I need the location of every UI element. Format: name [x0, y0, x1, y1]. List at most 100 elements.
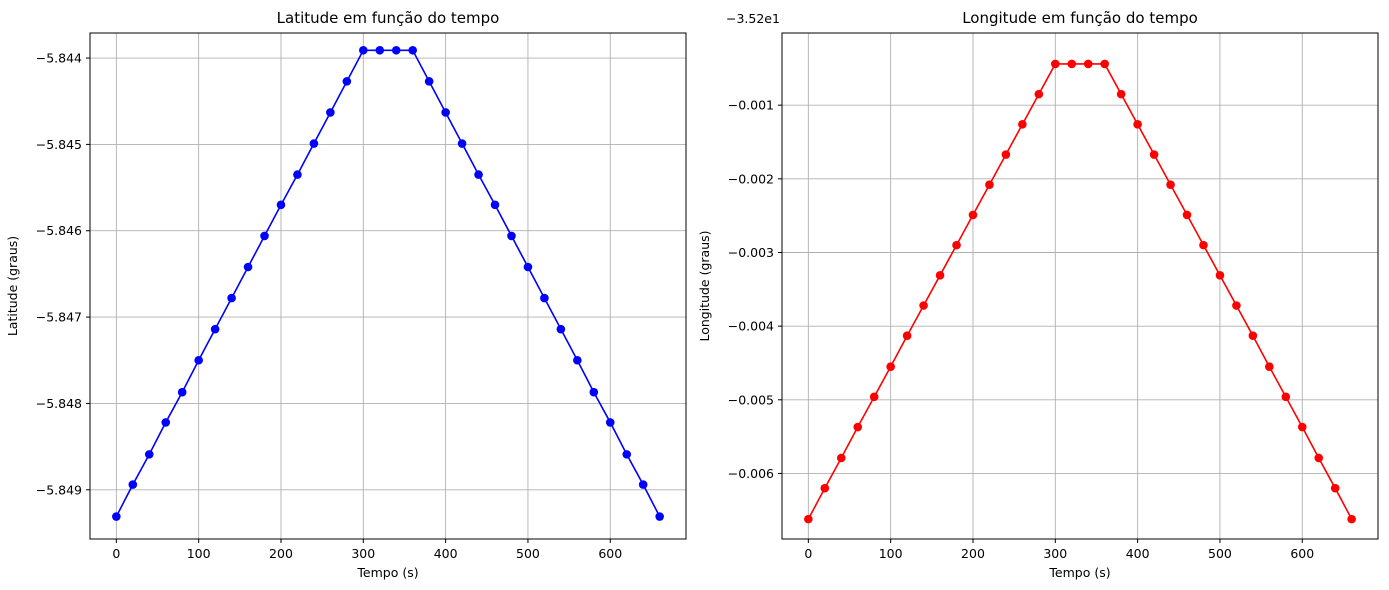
longitude-data-point	[836, 453, 846, 463]
latitude-data-point	[128, 480, 138, 489]
longitude-data-point	[1018, 120, 1027, 129]
longitude-data-point	[968, 210, 978, 220]
longitude-data-point	[985, 180, 994, 190]
latitude-data-point	[326, 108, 335, 117]
longitude-data-point	[820, 483, 830, 493]
latitude-data-point	[227, 293, 236, 303]
latitude-data-point	[177, 387, 187, 397]
latitude-data-point	[490, 200, 500, 210]
latitude-data-point	[408, 45, 417, 55]
longitude-y-tick-label: −0.003	[728, 245, 774, 260]
latitude-data-point	[243, 262, 253, 272]
latitude-series	[112, 45, 664, 521]
longitude-y-tick-label: −0.006	[728, 466, 774, 481]
longitude-data-point	[952, 240, 961, 250]
latitude-y-tick-label: −5.845	[36, 137, 82, 152]
longitude-data-point	[804, 514, 813, 524]
longitude-data-point	[1265, 362, 1274, 371]
latitude-data-point	[342, 77, 352, 86]
longitude-data-point	[1133, 120, 1142, 129]
longitude-data-point	[1232, 301, 1241, 310]
longitude-series-line	[807, 63, 1353, 520]
latitude-data-point	[210, 324, 220, 334]
longitude-data-point	[1083, 59, 1093, 69]
latitude-series-line	[115, 49, 661, 517]
latitude-data-point	[276, 200, 286, 210]
latitude-data-point	[573, 355, 582, 365]
longitude-data-point	[1330, 483, 1340, 493]
longitude-series	[804, 59, 1356, 524]
longitude-plot-frame	[781, 32, 1379, 540]
longitude-data-point	[1116, 89, 1126, 99]
latitude-data-point	[161, 418, 171, 427]
latitude-data-point	[638, 480, 648, 489]
latitude-chart: 0 100 200 300 400 500 600 −5.849 −5.848 −5.847 −5.…	[5, 9, 687, 580]
longitude-grid	[782, 33, 1378, 539]
longitude-data-point	[1314, 453, 1324, 463]
longitude-data-point	[869, 392, 879, 402]
longitude-data-point	[1182, 210, 1192, 220]
longitude-data-point	[1166, 180, 1175, 190]
longitude-x-tick-label: 600	[1290, 546, 1314, 561]
latitude-data-point	[655, 512, 664, 521]
longitude-data-point	[1051, 59, 1060, 69]
latitude-data-point	[622, 450, 632, 459]
longitude-y-tick-label: −0.004	[728, 319, 774, 334]
latitude-x-tick-label: 300	[351, 546, 375, 561]
longitude-ticks: 0 100 200 300 400 500 600 −0.006 −0.005 −0.004 −0.…	[728, 98, 1315, 561]
longitude-y-tick-label: −0.002	[728, 171, 774, 186]
longitude-data-point	[1215, 271, 1225, 280]
latitude-x-tick-label: 600	[598, 546, 622, 561]
longitude-data-point	[935, 271, 945, 280]
latitude-ticks: 0 100 200 300 400 500 600 −5.849 −5.848 −5.847 −5.…	[36, 51, 623, 561]
latitude-data-point	[112, 512, 121, 521]
longitude-data-point	[1199, 240, 1208, 250]
latitude-data-point	[523, 262, 533, 272]
latitude-x-tick-label: 100	[187, 546, 211, 561]
latitude-x-axis-label: Tempo (s)	[356, 565, 418, 580]
longitude-y-offset-label: −3.52e1	[726, 11, 780, 26]
latitude-y-tick-label: −5.849	[36, 482, 82, 497]
latitude-data-point	[309, 139, 319, 148]
latitude-chart-title: Latitude em função do tempo	[277, 9, 500, 27]
longitude-x-tick-label: 200	[961, 546, 985, 561]
longitude-data-point	[1248, 331, 1258, 341]
latitude-data-point	[457, 139, 467, 148]
longitude-data-point	[1347, 514, 1356, 524]
longitude-data-point	[1034, 89, 1044, 99]
latitude-data-point	[540, 293, 549, 303]
latitude-x-tick-label: 200	[269, 546, 293, 561]
longitude-data-point	[902, 331, 912, 341]
latitude-x-tick-label: 500	[516, 546, 540, 561]
longitude-x-tick-label: 300	[1043, 546, 1067, 561]
longitude-data-point	[886, 362, 895, 371]
latitude-plot-frame	[89, 32, 687, 540]
longitude-y-tick-label: −0.001	[728, 98, 774, 113]
latitude-y-tick-label: −5.846	[36, 223, 82, 238]
latitude-data-point	[474, 170, 483, 179]
longitude-data-point	[1281, 392, 1291, 402]
latitude-x-tick-label: 0	[112, 546, 120, 561]
latitude-x-tick-label: 400	[434, 546, 458, 561]
latitude-data-point	[605, 418, 615, 427]
longitude-data-point	[1297, 422, 1307, 432]
longitude-data-point	[1001, 150, 1011, 159]
latitude-y-tick-label: −5.848	[36, 396, 82, 411]
latitude-grid	[90, 33, 686, 539]
longitude-y-axis-label: Longitude (graus)	[697, 230, 712, 341]
latitude-data-point	[375, 45, 385, 55]
longitude-data-point	[1100, 59, 1109, 69]
latitude-data-point	[391, 45, 401, 55]
longitude-data-point	[853, 422, 863, 432]
longitude-data-point	[1149, 150, 1159, 159]
longitude-chart-title: Longitude em função do tempo	[962, 9, 1198, 27]
latitude-data-point	[359, 45, 368, 55]
latitude-data-point	[293, 170, 302, 179]
latitude-data-point	[144, 450, 154, 459]
longitude-x-axis-label: Tempo (s)	[1048, 565, 1110, 580]
latitude-data-point	[507, 231, 516, 241]
latitude-data-point	[556, 324, 566, 334]
latitude-data-point	[194, 355, 203, 365]
longitude-y-tick-label: −0.005	[728, 392, 774, 407]
